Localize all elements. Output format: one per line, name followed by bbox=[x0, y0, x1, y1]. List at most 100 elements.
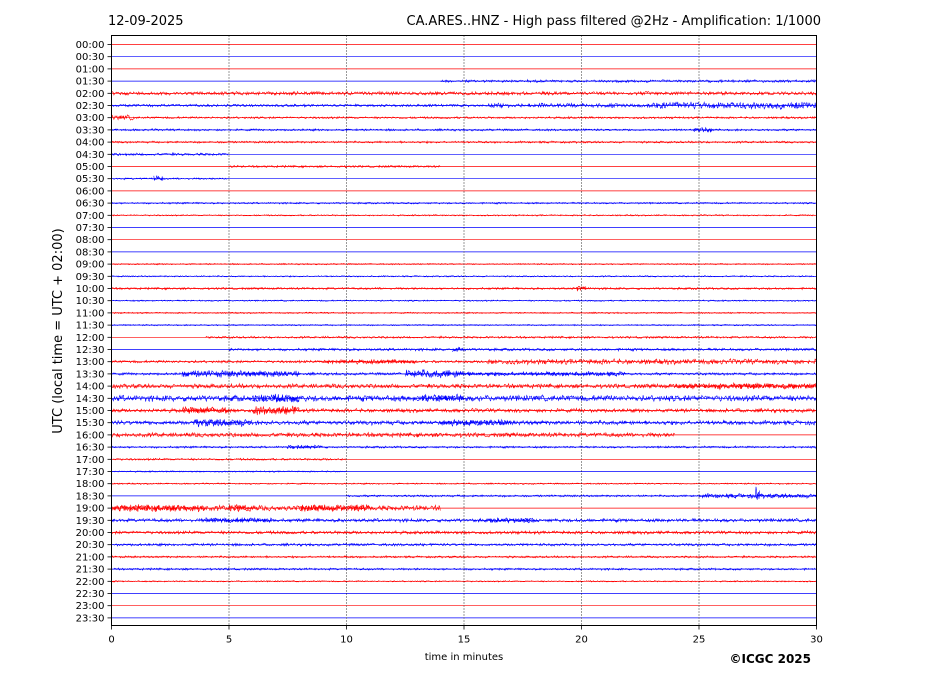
x-tick-label: 15 bbox=[458, 635, 471, 646]
trace-waveform bbox=[205, 335, 817, 340]
y-tick-label: 06:30 bbox=[76, 199, 105, 210]
trace-waveform bbox=[487, 102, 653, 109]
trace-waveform bbox=[111, 567, 816, 572]
trace-waveform bbox=[181, 369, 300, 379]
date-label: 12-09-2025 bbox=[108, 14, 184, 29]
trace-waveform bbox=[440, 78, 817, 84]
trace-waveform bbox=[111, 504, 441, 512]
trace-waveform bbox=[287, 444, 323, 450]
y-tick-label: 13:00 bbox=[76, 357, 105, 368]
trace-waveform bbox=[299, 503, 370, 513]
y-tick-label: 08:30 bbox=[76, 247, 105, 258]
y-tick-label: 02:00 bbox=[76, 89, 105, 100]
trace-waveform bbox=[111, 359, 488, 364]
y-tick-label: 06:00 bbox=[76, 186, 105, 197]
y-tick-label: 21:00 bbox=[76, 552, 105, 563]
y-tick-label: 03:00 bbox=[76, 113, 105, 124]
trace-waveform bbox=[755, 486, 760, 500]
y-axis-label: UTC (local time = UTC + 02:00) bbox=[51, 228, 66, 433]
trace-waveform bbox=[111, 542, 817, 548]
trace-waveform bbox=[134, 115, 817, 120]
y-tick-label: 00:00 bbox=[76, 40, 105, 51]
vertical-gridlines bbox=[228, 35, 700, 626]
x-tick-label: 30 bbox=[810, 635, 823, 646]
trace-waveform bbox=[181, 405, 230, 414]
trace-waveform bbox=[111, 504, 206, 513]
y-tick-label: 15:00 bbox=[76, 406, 105, 417]
y-tick-label: 00:30 bbox=[76, 52, 105, 63]
y-tick-label: 10:00 bbox=[76, 284, 105, 295]
trace-waveform bbox=[675, 381, 817, 391]
y-tick-label: 07:30 bbox=[76, 223, 105, 234]
y-tick-label: 03:30 bbox=[76, 125, 105, 136]
y-tick-label: 19:30 bbox=[76, 516, 105, 527]
y-tick-label: 16:30 bbox=[76, 443, 105, 454]
y-tick-label: 09:00 bbox=[76, 260, 105, 271]
x-tick-label: 0 bbox=[108, 635, 114, 646]
trace-waveform bbox=[252, 393, 300, 403]
y-tick-label: 18:30 bbox=[76, 491, 105, 502]
y-tick-label: 10:30 bbox=[76, 296, 105, 307]
x-tick-label: 5 bbox=[226, 635, 232, 646]
y-tick-label: 08:00 bbox=[76, 235, 105, 246]
y-tick-label: 07:00 bbox=[76, 211, 105, 222]
y-tick-label: 17:00 bbox=[76, 455, 105, 466]
trace-waveform bbox=[346, 493, 817, 498]
trace-waveform bbox=[463, 370, 629, 377]
trace-waveform bbox=[111, 90, 817, 97]
y-tick-label: 09:30 bbox=[76, 272, 105, 283]
y-tick-label: 22:00 bbox=[76, 577, 105, 588]
y-tick-label: 01:00 bbox=[76, 64, 105, 75]
trace-waveform bbox=[111, 151, 229, 157]
trace-waveform bbox=[111, 201, 817, 205]
y-tick-label: 14:30 bbox=[76, 394, 105, 405]
y-tick-label: 12:00 bbox=[76, 333, 105, 344]
y-tick-label: 02:30 bbox=[76, 101, 105, 112]
trace-waveform bbox=[228, 504, 253, 513]
y-tick-label: 17:30 bbox=[76, 467, 105, 478]
y-tick-label: 15:30 bbox=[76, 418, 105, 429]
y-tick-label: 19:00 bbox=[76, 504, 105, 515]
trace-waveform bbox=[405, 369, 464, 379]
y-tick-label: 23:30 bbox=[76, 613, 105, 624]
y-tick-label: 05:00 bbox=[76, 162, 105, 173]
trace-waveform bbox=[111, 431, 676, 439]
y-tick-label: 20:00 bbox=[76, 528, 105, 539]
trace-waveform bbox=[487, 358, 817, 366]
y-tick-label: 04:00 bbox=[76, 138, 105, 149]
y-tick-label: 16:00 bbox=[76, 430, 105, 441]
y-tick-label: 12:30 bbox=[76, 345, 105, 356]
y-tick-label: 23:00 bbox=[76, 601, 105, 612]
x-tick-label: 20 bbox=[575, 635, 588, 646]
trace-waveform bbox=[111, 114, 136, 121]
x-tick-label: 10 bbox=[340, 635, 353, 646]
y-tick-label: 14:00 bbox=[76, 382, 105, 393]
trace-waveform bbox=[651, 101, 817, 110]
trace-waveform bbox=[193, 418, 253, 428]
y-tick-label: 04:30 bbox=[76, 150, 105, 161]
plot-frame bbox=[111, 35, 817, 626]
trace-waveform bbox=[111, 103, 488, 108]
trace-waveform bbox=[416, 393, 465, 403]
y-tick-label: 01:30 bbox=[76, 77, 105, 88]
copyright-label: ©ICGC 2025 bbox=[729, 652, 811, 666]
y-tick-label: 22:30 bbox=[76, 589, 105, 600]
trace-waveform bbox=[322, 358, 417, 365]
trace-waveform bbox=[228, 164, 441, 169]
trace-waveform bbox=[205, 516, 276, 524]
trace-layer bbox=[111, 44, 817, 619]
trace-waveform bbox=[111, 177, 229, 181]
trace-waveform bbox=[111, 470, 347, 473]
y-tick-label: 13:30 bbox=[76, 369, 105, 380]
trace-waveform bbox=[576, 285, 587, 292]
trace-waveform bbox=[487, 517, 535, 524]
trace-waveform bbox=[111, 286, 817, 291]
x-axis-label: time in minutes bbox=[425, 652, 504, 663]
trace-waveform bbox=[111, 323, 817, 327]
trace-waveform bbox=[228, 347, 817, 352]
y-tick-label: 11:00 bbox=[76, 308, 105, 319]
trace-waveform bbox=[694, 126, 713, 133]
trace-waveform bbox=[252, 405, 300, 416]
